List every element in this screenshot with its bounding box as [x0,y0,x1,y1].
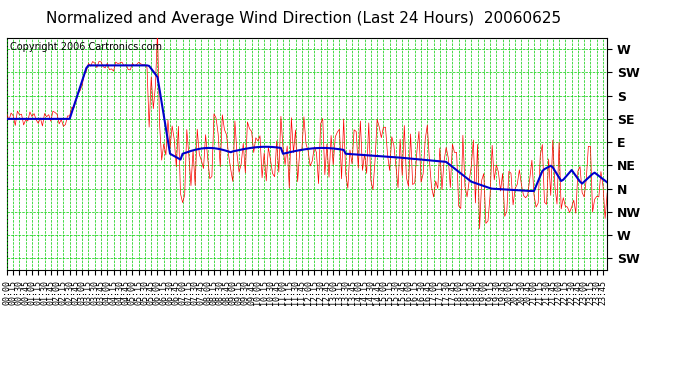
Text: Normalized and Average Wind Direction (Last 24 Hours)  20060625: Normalized and Average Wind Direction (L… [46,11,561,26]
Text: Copyright 2006 Cartronics.com: Copyright 2006 Cartronics.com [10,42,162,52]
